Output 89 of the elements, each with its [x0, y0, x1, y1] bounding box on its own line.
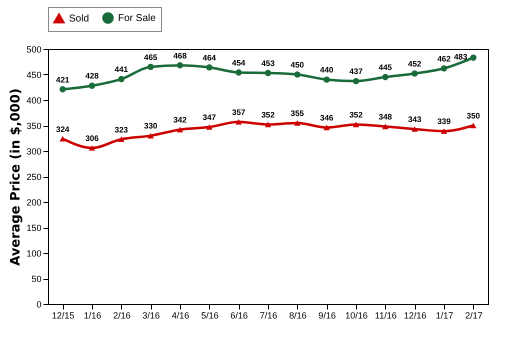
data-label: 465 [144, 52, 158, 62]
point [176, 126, 184, 132]
x-tick-label: 2/17 [465, 310, 483, 320]
x-tick-label: 5/16 [201, 310, 219, 320]
y-tick-label: 300 [26, 146, 42, 156]
y-tick-label: 50 [31, 274, 42, 284]
x-tick-label: 12/16 [404, 310, 426, 320]
x-tick-label: 1/17 [436, 310, 454, 320]
point [440, 128, 448, 134]
point [412, 126, 418, 132]
data-label: 352 [349, 110, 364, 120]
x-tick-label: 4/16 [172, 310, 190, 320]
y-tick-label: 350 [26, 121, 42, 131]
data-label: 441 [114, 65, 129, 74]
data-label: 330 [144, 122, 158, 131]
data-label: 348 [378, 112, 393, 122]
point [294, 120, 300, 126]
data-label: 339 [437, 117, 452, 126]
x-tick-label: 8/16 [289, 310, 307, 320]
point [324, 124, 330, 130]
x-tick-label: 11/16 [374, 310, 397, 320]
legend-label: For Sale [118, 13, 156, 24]
x-tick-label: 9/16 [318, 310, 336, 320]
point [236, 119, 242, 125]
data-label: 421 [56, 75, 70, 84]
point [470, 122, 476, 128]
x-tick-label: 7/16 [260, 310, 278, 320]
point [88, 82, 96, 89]
y-tick-label: 500 [26, 44, 42, 54]
y-tick-label: 450 [26, 70, 42, 80]
point [118, 136, 124, 142]
point [118, 76, 124, 82]
point [412, 70, 418, 77]
data-label: 483 [454, 52, 468, 62]
point [206, 124, 212, 130]
y-tick-label: 0 [36, 300, 42, 310]
y-tick-label: 250 [26, 172, 42, 182]
data-label: 342 [173, 116, 188, 125]
point [148, 64, 154, 70]
y-tick-label: 400 [26, 96, 42, 106]
data-label: 306 [85, 134, 100, 143]
data-label: 343 [408, 115, 422, 124]
data-label: 323 [114, 125, 129, 134]
x-tick-label: 12/15 [52, 310, 74, 320]
data-label: 352 [261, 110, 276, 120]
data-label: 453 [261, 58, 276, 68]
data-label: 445 [378, 63, 393, 72]
y-tick-label: 200 [26, 198, 42, 208]
x-tick-label: 6/16 [230, 310, 248, 320]
point [236, 69, 242, 76]
data-label: 357 [232, 108, 246, 117]
point [88, 145, 96, 151]
point [470, 54, 476, 61]
data-label: 347 [202, 113, 217, 122]
data-label: 454 [232, 58, 246, 68]
y-axis-title: Average Price (in $,000) [8, 88, 24, 266]
data-label: 462 [437, 54, 452, 64]
x-tick-label: 2/16 [113, 310, 131, 320]
data-label: 324 [56, 124, 70, 134]
point [352, 122, 360, 128]
data-label: 437 [349, 67, 364, 76]
data-label: 464 [202, 53, 217, 62]
point [382, 74, 388, 80]
data-label: 355 [290, 108, 305, 118]
data-label: 468 [173, 51, 188, 60]
data-label: 428 [85, 72, 100, 81]
point [176, 62, 184, 68]
point [382, 124, 388, 130]
point [264, 122, 272, 128]
data-label: 350 [466, 112, 481, 120]
point [206, 64, 212, 71]
y-tick-label: 100 [26, 248, 42, 258]
point [60, 86, 66, 92]
x-tick-label: 10/16 [345, 310, 368, 320]
legend-label: Sold [69, 13, 90, 24]
point [264, 70, 272, 76]
point [324, 76, 330, 83]
data-label: 346 [320, 114, 334, 123]
data-label: 452 [408, 59, 422, 68]
data-label: 450 [290, 60, 305, 70]
data-label: 440 [320, 66, 334, 75]
y-tick-label: 150 [26, 223, 42, 233]
point [148, 132, 154, 138]
point [294, 71, 300, 78]
x-tick-label: 3/16 [142, 310, 160, 320]
point [60, 136, 66, 142]
point [352, 78, 360, 84]
point [440, 65, 448, 72]
x-tick-label: 1/16 [84, 310, 102, 320]
